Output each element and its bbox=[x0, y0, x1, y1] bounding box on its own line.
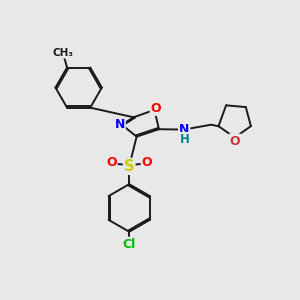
Text: O: O bbox=[230, 135, 240, 148]
Text: Cl: Cl bbox=[123, 238, 136, 251]
Text: O: O bbox=[106, 156, 117, 169]
Text: CH₃: CH₃ bbox=[52, 48, 73, 58]
Text: O: O bbox=[142, 156, 152, 169]
Text: S: S bbox=[124, 159, 134, 174]
Text: O: O bbox=[151, 102, 161, 115]
Text: H: H bbox=[180, 133, 190, 146]
Text: N: N bbox=[115, 118, 125, 131]
Text: N: N bbox=[179, 123, 189, 136]
